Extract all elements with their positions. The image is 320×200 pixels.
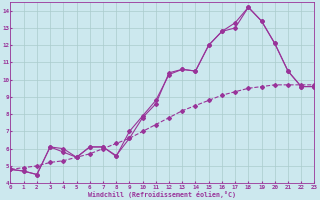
X-axis label: Windchill (Refroidissement éolien,°C): Windchill (Refroidissement éolien,°C) xyxy=(88,191,236,198)
